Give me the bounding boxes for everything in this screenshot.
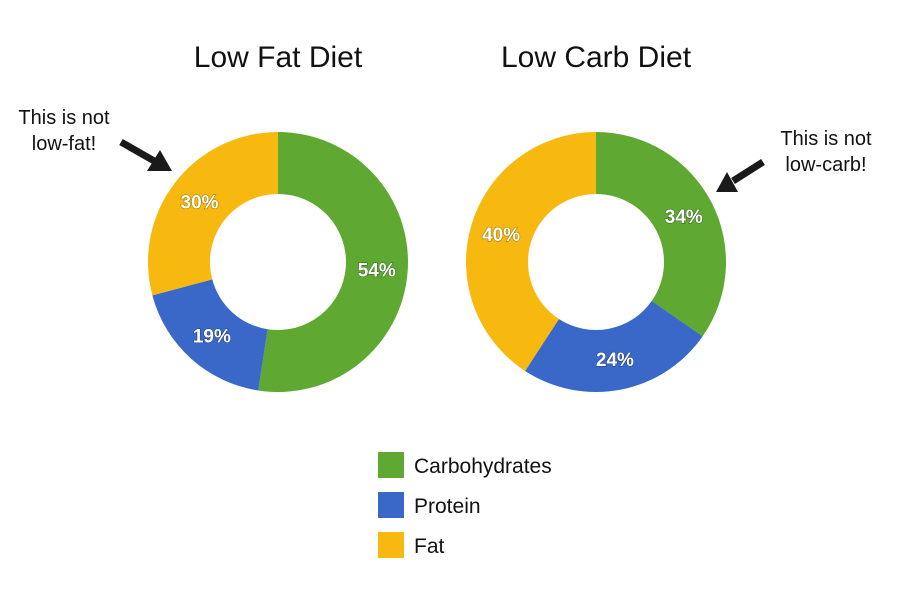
legend-label-fat: Fat — [414, 535, 445, 558]
low-fat-diet-chart: Low Fat Diet 54% 19% 30% This is not low-f… — [18, 41, 409, 393]
donut-slice-fat — [466, 132, 596, 371]
annotation-line-2: low-carb! — [785, 154, 866, 176]
slice-label-protein: 19% — [193, 327, 231, 348]
legend-label-protein: Protein — [414, 495, 481, 518]
donut-slices: 34% 24% 40% — [466, 132, 726, 393]
donut-slice-protein — [152, 279, 268, 391]
slice-label-fat: 40% — [482, 225, 520, 246]
chart-title: Low Fat Diet — [194, 41, 363, 74]
chart-title: Low Carb Diet — [501, 41, 692, 74]
donut-slices: 54% 19% 30% — [148, 132, 409, 393]
annotation-line-1: This is not — [18, 107, 110, 129]
slice-label-carbohydrates: 54% — [358, 261, 396, 282]
slice-label-fat: 30% — [181, 193, 219, 214]
donut-slice-carbohydrates — [258, 132, 409, 393]
donut-slice-protein — [525, 300, 703, 393]
donut-slice-carbohydrates — [596, 132, 726, 337]
legend-swatch-protein — [378, 492, 404, 518]
legend-label-carbohydrates: Carbohydrates — [414, 455, 552, 478]
donut-slice-fat — [148, 132, 278, 296]
annotation-arrow — [716, 159, 765, 192]
annotation-line-1: This is not — [780, 128, 872, 150]
legend: Carbohydrates Protein Fat — [378, 452, 552, 558]
legend-swatch-carbohydrates — [378, 452, 404, 478]
annotation-line-2: low-fat! — [32, 133, 96, 155]
legend-swatch-fat — [378, 532, 404, 558]
annotation-arrow — [119, 138, 172, 171]
slice-label-carbohydrates: 34% — [665, 207, 703, 228]
low-carb-diet-chart: Low Carb Diet 34% 24% 40% This is not low-… — [466, 41, 872, 393]
slice-label-protein: 24% — [596, 350, 634, 371]
